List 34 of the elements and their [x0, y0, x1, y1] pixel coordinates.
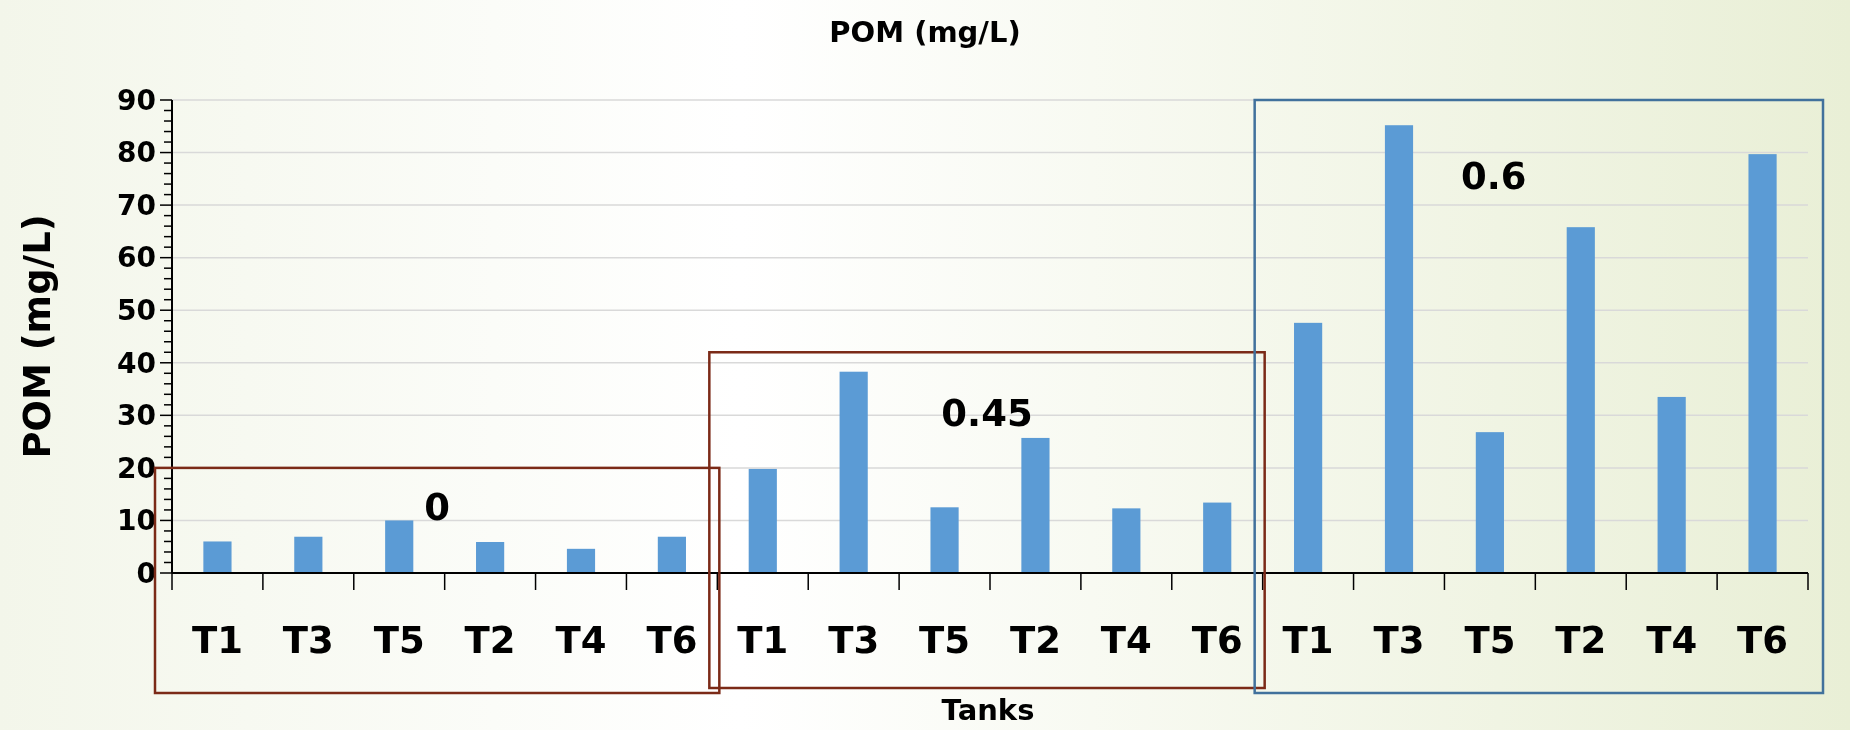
y-tick-label: 20	[117, 451, 156, 485]
x-tick-label: T6	[646, 619, 698, 662]
x-tick-label: T6	[1737, 619, 1789, 662]
y-tick-label: 10	[117, 504, 156, 538]
chart-title: POM (mg/L)	[829, 15, 1021, 49]
x-tick-label: T1	[737, 619, 789, 662]
x-tick-label: T1	[191, 619, 243, 662]
y-tick-label: 80	[117, 136, 156, 170]
x-tick-label: T1	[1282, 619, 1334, 662]
y-tick-label: 0	[136, 556, 156, 590]
x-tick-label: T6	[1191, 619, 1243, 662]
x-tick-label: T5	[1464, 619, 1516, 662]
x-tick-label: T2	[1009, 619, 1061, 662]
x-tick-label: T2	[1555, 619, 1607, 662]
x-tick-label: T4	[555, 619, 607, 662]
x-tick-label: T4	[1646, 619, 1698, 662]
x-tick-label: T3	[1373, 619, 1425, 662]
y-tick-label: 70	[117, 188, 156, 222]
y-axis-title: POM (mg/L)	[16, 214, 59, 459]
x-tick-label: T5	[919, 619, 971, 662]
y-tick-label: 40	[117, 346, 156, 380]
y-tick-label: 60	[117, 241, 156, 275]
x-tick-label: T3	[282, 619, 334, 662]
y-tick-label: 90	[117, 83, 156, 117]
x-tick-label: T4	[1100, 619, 1152, 662]
y-tick-label: 30	[117, 399, 156, 433]
y-tick-label: 50	[117, 294, 156, 328]
annotation: 0.6	[1461, 155, 1527, 199]
x-tick-label: T2	[464, 619, 516, 662]
x-tick-label: T3	[828, 619, 880, 662]
annotation: 0.45	[941, 391, 1033, 435]
x-axis-title: Tanks	[941, 693, 1035, 727]
x-tick-label: T5	[373, 619, 425, 662]
annotation: 0	[424, 486, 451, 530]
